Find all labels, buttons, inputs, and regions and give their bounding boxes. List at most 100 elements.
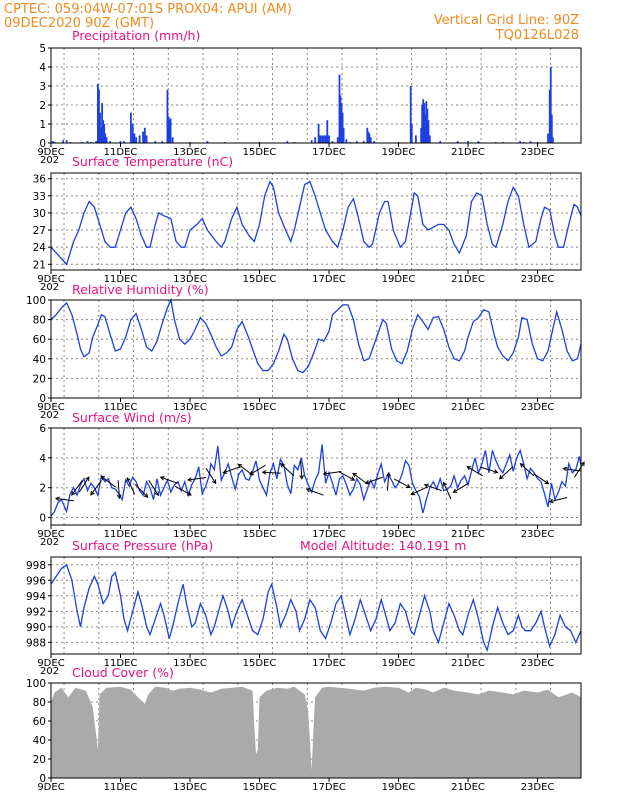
precipitation-x-tick-label: 9DEC xyxy=(37,147,64,158)
cloud-cover-x-tick-label: 11DEC xyxy=(104,782,138,793)
precipitation-x-tick-label: 13DEC xyxy=(173,147,207,158)
wind-line xyxy=(50,444,582,517)
cloud-cover-y-tick-label: 80 xyxy=(33,697,46,709)
temperature-line xyxy=(50,180,582,266)
humidity-panel: Relative Humidity (%) 0 20 40 60 80 100 9DEC 11D… xyxy=(26,282,582,421)
temperature-x-tick-label: 9DEC xyxy=(37,274,64,285)
precipitation-bar xyxy=(345,139,348,143)
wind-y-tick-label: 4 xyxy=(39,453,46,465)
wind-vector-arrow xyxy=(519,463,535,477)
precipitation-bar xyxy=(65,140,68,143)
pressure-y-tick-label: 992 xyxy=(26,606,46,618)
wind-vector-arrow xyxy=(480,466,499,474)
meteogram-panels: Precipitation (mm/h) 0 1 2 3 4 5 9DEC 11DEC 13DEC… xyxy=(26,28,585,793)
pressure-y-tick-label: 988 xyxy=(26,637,46,649)
precipitation-bar xyxy=(362,141,365,143)
precipitation-bar xyxy=(99,112,101,143)
precipitation-y-tick-label: 2 xyxy=(39,100,46,112)
wind-x-tick-label: 13DEC xyxy=(173,529,207,540)
precipitation-bar xyxy=(105,137,108,143)
cloud-cover-y-tick-label: 0 xyxy=(39,773,46,785)
pressure-x-tick-label: 19DEC xyxy=(382,658,416,669)
wind-vector-arrow xyxy=(116,480,122,500)
humidity-x-tick-label: 11DEC xyxy=(104,402,138,413)
wind-x-tick-label: 23DEC xyxy=(521,529,555,540)
precipitation-bar xyxy=(338,74,341,143)
wind-vector-arrow xyxy=(187,476,206,482)
humidity-x-tick-label: 23DEC xyxy=(521,402,555,413)
precipitation-y-tick-label: 4 xyxy=(39,62,46,74)
humidity-x-tick-label: 19DEC xyxy=(382,402,416,413)
precipitation-bar xyxy=(519,141,522,143)
cloud-cover-x-tick-label: 23DEC xyxy=(521,782,555,793)
precipitation-bar xyxy=(326,120,329,143)
humidity-x-tick-label: 9DEC xyxy=(37,402,64,413)
precipitation-bar xyxy=(143,127,146,143)
precipitation-bar xyxy=(135,137,138,143)
wind-vector-arrow xyxy=(338,471,356,481)
temperature-panel: Surface Temperature (nC) 21 24 27 30 33 36 9DEC… xyxy=(33,154,582,293)
humidity-x-tick-label: 17DEC xyxy=(312,402,346,413)
temperature-x-tick-label: 15DEC xyxy=(243,274,277,285)
precipitation-bar xyxy=(427,120,430,143)
pressure-x-tick-label: 11DEC xyxy=(104,658,138,669)
wind-vector-arrow xyxy=(498,466,514,480)
temperature-y-tick-label: 30 xyxy=(33,208,46,220)
wind-x-tick-label: 9DEC xyxy=(37,529,64,540)
model-altitude-note: Model Altitude: 140.191 m xyxy=(300,538,466,553)
precipitation-bar xyxy=(456,141,459,143)
cloud-cover-y-tick-label: 100 xyxy=(26,678,46,690)
precipitation-bar xyxy=(324,135,327,143)
wind-vector-arrow xyxy=(261,470,281,475)
wind-vector-arrow xyxy=(148,479,159,497)
humidity-x-tick-label: 21DEC xyxy=(451,402,485,413)
cloud-cover-y-tick-label: 20 xyxy=(33,754,46,766)
precipitation-bar xyxy=(423,103,426,143)
cloud-cover-frame xyxy=(50,682,582,779)
humidity-line xyxy=(50,297,582,374)
cloud-cover-panel: Cloud Cover (%) 0 20 40 60 80 100 9DEC 11DEC 13DE… xyxy=(26,665,582,793)
pressure-x-tick-label: 9DEC xyxy=(37,658,64,669)
precipitation-bar xyxy=(341,112,344,143)
header-model-code: TQ0126L028 xyxy=(495,28,579,43)
precipitation-y-tick-label: 1 xyxy=(39,119,46,131)
precipitation-bar xyxy=(166,89,169,143)
humidity-frame xyxy=(50,299,582,399)
precipitation-bar xyxy=(51,141,54,143)
cloud-cover-x-tick-label: 15DEC xyxy=(243,782,277,793)
wind-vector-arrow xyxy=(279,463,295,477)
wind-vector-arrow xyxy=(78,476,90,493)
precipitation-bar xyxy=(97,84,99,143)
precipitation-y-tick-label: 0 xyxy=(39,138,46,150)
precipitation-x-tick-label: 17DEC xyxy=(312,147,346,158)
precipitation-bar xyxy=(373,141,376,143)
precipitation-bar xyxy=(321,135,323,143)
precipitation-bar xyxy=(467,141,469,143)
pressure-x-tick-label: 21DEC xyxy=(451,658,485,669)
cloud-cover-x-tick-label: 21DEC xyxy=(451,782,485,793)
wind-vector-arrow xyxy=(222,466,241,474)
precipitation-bar xyxy=(133,133,136,143)
precipitation-bar xyxy=(169,118,172,143)
precipitation-panel: Precipitation (mm/h) 0 1 2 3 4 5 9DEC 11DEC 13DEC… xyxy=(37,28,582,166)
precipitation-bar xyxy=(410,124,413,143)
cloud-cover-x-tick-label: 9DEC xyxy=(37,782,64,793)
precipitation-bar xyxy=(336,137,339,143)
wind-vector-arrow xyxy=(134,483,149,498)
wind-vector-arrow xyxy=(299,460,304,480)
precipitation-bar xyxy=(314,137,317,143)
wind-vector-arrow xyxy=(452,482,470,493)
cloud-cover-x-tick-label: 13DEC xyxy=(173,782,207,793)
temperature-x-tick-label: 17DEC xyxy=(312,274,346,285)
year-stub-label: 202 xyxy=(40,155,59,166)
wind-vector-arrow xyxy=(305,488,324,496)
precipitation-bar xyxy=(101,103,103,143)
cloud-cover-y-tick-label: 40 xyxy=(33,735,46,747)
wind-vector-arrow xyxy=(54,496,74,502)
precipitation-bar xyxy=(206,141,209,143)
precipitation-bar xyxy=(426,108,429,143)
precipitation-bar xyxy=(98,89,100,143)
humidity-y-tick-label: 0 xyxy=(39,393,46,405)
precipitation-y-tick-label: 5 xyxy=(39,43,46,55)
humidity-title: Relative Humidity (%) xyxy=(72,282,209,297)
